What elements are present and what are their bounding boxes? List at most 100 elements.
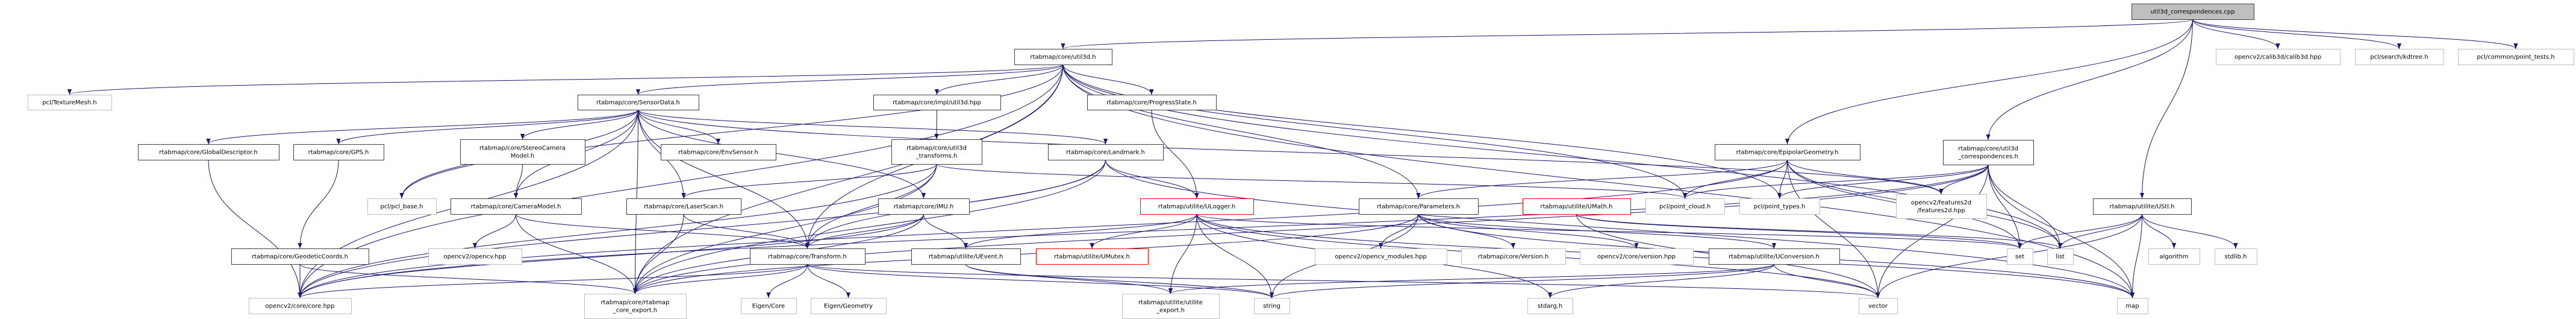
edge-cameramodel-to-opencv: [472, 213, 516, 249]
node-label: _transforms.h: [915, 153, 958, 160]
node-pointtests[interactable]: pcl/common/point_tests.h: [2458, 49, 2574, 65]
node-util3dcorr[interactable]: rtabmap/core/util3d_correspondences.h: [1943, 140, 2034, 165]
edge-cpp-to-util3d: [1061, 19, 2193, 49]
node-label: rtabmap/core/util3d: [906, 145, 967, 152]
edge-util3dcorr-to-features2d: [1939, 164, 1989, 195]
node-cpp[interactable]: util3d_correspondences.cpp: [2132, 4, 2254, 20]
node-label: rtabmap/core/impl/util3d.hpp: [893, 99, 981, 106]
node-box: [1523, 198, 1631, 215]
edge-parameters-to-coreexport: [633, 213, 1419, 294]
node-list[interactable]: list: [2047, 248, 2074, 265]
node-box: [873, 95, 1001, 110]
edge-stereocam-to-cameramodel: [513, 163, 523, 199]
node-string[interactable]: string: [1254, 298, 1290, 314]
node-opencv[interactable]: opencv2/opencv.hpp: [428, 248, 522, 265]
node-sensordata[interactable]: rtabmap/core/SensorData.h: [578, 95, 699, 110]
edge-uconversion-to-stdarg: [1548, 264, 1774, 298]
node-pclbase[interactable]: pcl/pcl_base.h: [367, 198, 437, 215]
node-calib3d[interactable]: opencv2/calib3d/calib3d.hpp: [2216, 49, 2341, 65]
node-envsensor[interactable]: rtabmap/core/EnvSensor.h: [661, 144, 776, 160]
node-algorithm[interactable]: algorithm: [2148, 248, 2200, 265]
edge-landmark-to-coreexport: [632, 159, 1106, 294]
node-parameters[interactable]: rtabmap/core/Parameters.h: [1359, 198, 1479, 215]
node-utilexport[interactable]: rtabmap/utilite/utilite _export.h: [1122, 294, 1220, 319]
node-label: opencv2/calib3d/calib3d.hpp: [2235, 54, 2321, 61]
edge-uconversion-to-utilexport: [1168, 264, 1774, 294]
node-box: [1087, 95, 1217, 110]
node-uevent[interactable]: rtabmap/utilite/UEvent.h: [911, 248, 1021, 265]
node-set[interactable]: set: [2007, 248, 2033, 265]
node-eigencore[interactable]: Eigen/Core: [741, 298, 797, 314]
edge-util3d-to-coreexport: [632, 64, 1064, 294]
node-cvversion[interactable]: opencv2/core/version.hpp: [1580, 248, 1694, 265]
node-box: [1943, 140, 2034, 165]
edge-sensordata-to-stereocam: [520, 109, 638, 140]
edge-gps-to-geodetic: [298, 159, 339, 249]
node-progress[interactable]: rtabmap/core/ProgressState.h: [1087, 95, 1217, 110]
edge-sensordata-to-envsensor: [638, 109, 721, 145]
node-features2d[interactable]: opencv2/features2d/features2d.hpp: [1896, 194, 1987, 219]
node-eigengeom[interactable]: Eigen/Geometry: [811, 298, 887, 314]
node-label: rtabmap/core/LaserScan.h: [644, 204, 723, 210]
edge-ustl-to-map: [2130, 213, 2142, 298]
node-umutex[interactable]: rtabmap/utilite/UMutex.h: [1036, 248, 1149, 265]
edge-sensordata-to-landmark: [638, 109, 1108, 145]
node-epipolar[interactable]: rtabmap/core/EpipolarGeometry.h: [1715, 144, 1860, 160]
edge-util3dcorr-to-pointtypes: [1777, 164, 1989, 199]
edge-util3d-to-pointcloud: [1062, 64, 1688, 199]
edge-uconversion-to-vector: [1774, 264, 1880, 298]
node-version[interactable]: rtabmap/core/Version.h: [1461, 248, 1566, 265]
node-coreexport[interactable]: rtabmap/core/rtabmap _core_export.h: [584, 294, 687, 319]
edge-util3dtf-to-transform: [805, 163, 937, 249]
node-label: map: [2125, 303, 2139, 310]
node-cvmodules[interactable]: opencv2/opencv_modules.hpp: [1315, 248, 1447, 265]
node-label: rtabmap/core/ProgressState.h: [1106, 99, 1197, 106]
node-gps[interactable]: rtabmap/core/GPS.h: [293, 144, 384, 160]
edge-ustl-to-list: [2057, 213, 2142, 249]
node-uconversion[interactable]: rtabmap/utilite/UConversion.h: [1709, 248, 1840, 265]
node-imu[interactable]: rtabmap/core/IMU.h: [878, 198, 970, 215]
node-laserscan[interactable]: rtabmap/core/LaserScan.h: [626, 198, 741, 215]
edge-imu-to-uevent: [923, 213, 968, 249]
node-label: util3d_correspondences.cpp: [2150, 9, 2235, 16]
node-util3dtf[interactable]: rtabmap/core/util3d_transforms.h: [891, 139, 982, 165]
node-label: rtabmap/core/rtabmap: [601, 300, 670, 306]
edge-util3dtf-to-coreexport: [632, 163, 937, 294]
node-label: opencv2/core/version.hpp: [1597, 254, 1676, 261]
node-globaldesc[interactable]: rtabmap/core/GlobalDescriptor.h: [138, 144, 279, 160]
node-pointcloud[interactable]: pcl/point_cloud.h: [1645, 198, 1725, 215]
edge-umath-to-list: [1576, 213, 2062, 249]
node-ustl[interactable]: rtabmap/utilite/UStl.h: [2093, 198, 2192, 215]
node-landmark[interactable]: rtabmap/core/Landmark.h: [1048, 144, 1164, 160]
edge-parameters-to-cvversion: [1418, 213, 1639, 249]
edge-parameters-to-uconversion: [1418, 213, 1776, 249]
node-geodetic[interactable]: rtabmap/core/GeodeticCoords.h: [231, 248, 369, 265]
node-util3d[interactable]: rtabmap/core/util3d.h: [1014, 49, 1112, 65]
node-stdlib[interactable]: stdlib.h: [2215, 248, 2257, 265]
node-map[interactable]: map: [2117, 298, 2148, 314]
edge-epipolar-to-parameters: [1416, 159, 1788, 199]
node-label: rtabmap/core/Landmark.h: [1066, 150, 1145, 156]
edge-ulogger-to-set: [1196, 213, 2022, 249]
node-transform[interactable]: rtabmap/core/Transform.h: [750, 248, 865, 265]
node-cameramodel[interactable]: rtabmap/core/CameraModel.h: [451, 198, 582, 215]
node-kdtree[interactable]: pcl/search/kdtree.h: [2355, 49, 2444, 65]
node-label: string: [1263, 303, 1280, 310]
node-umath[interactable]: rtabmap/utilite/UMath.h: [1523, 198, 1631, 215]
node-pointtypes[interactable]: pcl/point_types.h: [1739, 198, 1820, 215]
node-implutil3d[interactable]: rtabmap/core/impl/util3d.hpp: [873, 95, 1001, 110]
node-ulogger[interactable]: rtabmap/utilite/ULogger.h: [1140, 198, 1254, 215]
node-box: [460, 139, 585, 165]
node-label: Eigen/Geometry: [824, 303, 873, 310]
edge-ustl-to-stdlib: [2142, 213, 2238, 249]
node-label: rtabmap/core/GPS.h: [308, 150, 369, 156]
node-box: [249, 298, 352, 314]
node-texturemesh[interactable]: pcl/TextureMesh.h: [28, 95, 112, 110]
node-corehpp[interactable]: opencv2/core/core.hpp: [249, 298, 352, 314]
edge-laserscan-to-coreexport: [632, 213, 684, 294]
node-vector[interactable]: vector: [1859, 298, 1898, 314]
node-box: [626, 198, 741, 215]
node-stdarg[interactable]: stdarg.h: [1527, 298, 1573, 314]
edge-util3dtf-to-pointcloud: [936, 163, 1687, 199]
